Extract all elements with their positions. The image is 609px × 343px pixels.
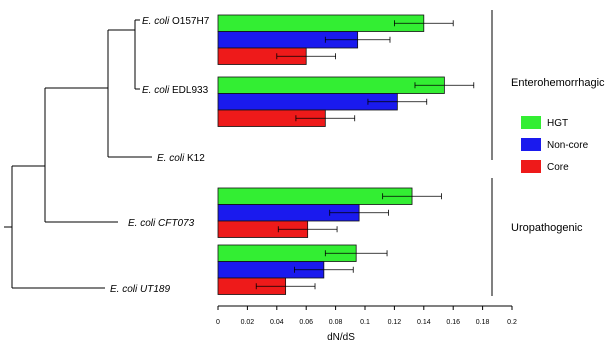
legend-swatch <box>521 116 541 129</box>
x-tick-label: 0.2 <box>507 319 517 326</box>
strain-label-o157h7: E. coli O157H7 <box>142 16 210 27</box>
legend-label: Core <box>547 162 569 173</box>
group-label-uropathogenic: Uropathogenic <box>511 222 583 234</box>
x-axis-title: dN/dS <box>327 332 355 343</box>
bar <box>217 76 445 94</box>
x-tick-label: 0.02 <box>241 319 255 326</box>
group-label-enterohemorrhagic: Enterohemorrhagic <box>511 77 605 89</box>
strain-label-edl933: E. coli EDL933 <box>142 85 209 96</box>
legend-label: Non-core <box>547 140 589 151</box>
strain-label-cft073: E. coli CFT073 <box>128 218 195 229</box>
x-tick-label: 0.16 <box>446 319 460 326</box>
strain-label-k12: E. coli K12 <box>157 153 205 164</box>
legend-swatch <box>521 160 541 173</box>
legend: HGT Non-core Core <box>521 116 589 173</box>
x-tick-label: 0.1 <box>360 319 370 326</box>
x-tick-label: 0.18 <box>476 319 490 326</box>
x-tick-label: 0 <box>216 319 220 326</box>
legend-label: HGT <box>547 118 568 129</box>
x-tick-label: 0.04 <box>270 319 284 326</box>
strain-label-ut189: E. coli UT189 <box>110 284 170 295</box>
legend-swatch <box>521 138 541 151</box>
x-axis: 0 0.02 0.04 0.06 0.08 0.1 0.12 0.14 0.16 0.18 0.2 <box>216 305 517 326</box>
phylogenetic-tree <box>4 19 152 289</box>
x-tick-label: 0.12 <box>388 319 402 326</box>
bar <box>217 14 425 32</box>
x-tick-label: 0.06 <box>299 319 313 326</box>
bar-series <box>217 14 475 295</box>
x-tick-label: 0.14 <box>417 319 431 326</box>
x-tick-label: 0.08 <box>329 319 343 326</box>
